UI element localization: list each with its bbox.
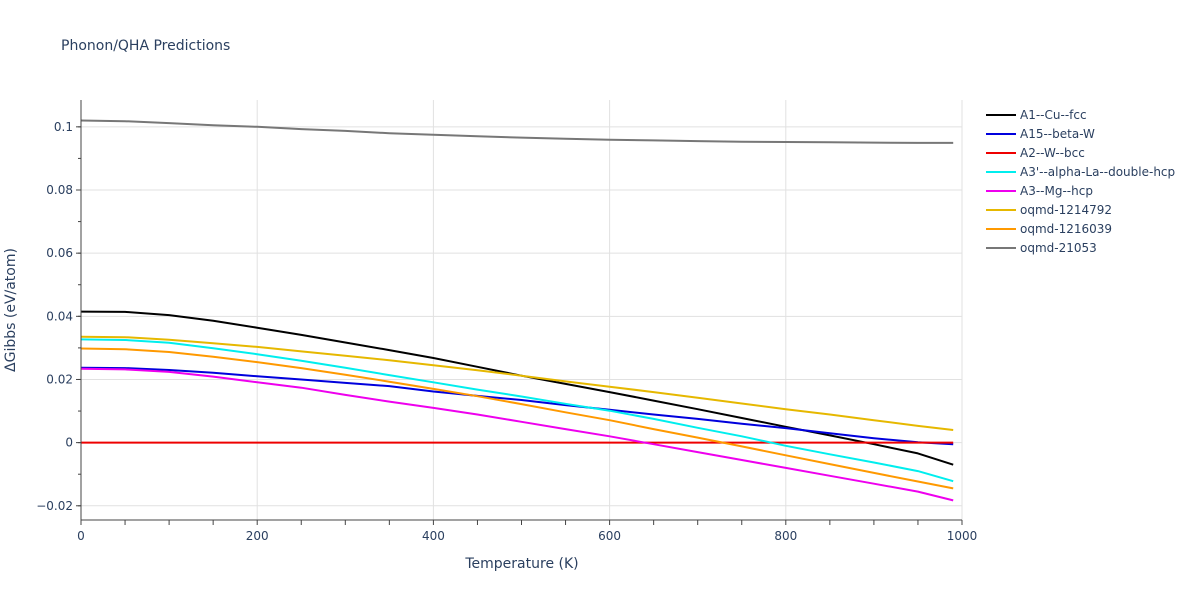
series-line-a15-beta-w [80, 366, 954, 446]
y-tick-label: −0.02 [36, 499, 73, 513]
x-tick-label: 200 [246, 529, 269, 543]
legend-item-oqmd-21053[interactable]: oqmd-21053 [986, 241, 1097, 255]
series-line-a3-mg-hcp [80, 367, 954, 502]
y-tick-label: 0.02 [46, 372, 73, 386]
x-tick-label: 600 [598, 529, 621, 543]
legend-item-oqmd-1214792[interactable]: oqmd-1214792 [986, 203, 1112, 217]
series-lines [80, 119, 954, 502]
legend-label: oqmd-1216039 [1020, 222, 1112, 236]
axes: 0 200 400 600 800 1000 −0.02 0 0.02 0.04 0.06 0.08 0… [36, 100, 977, 543]
legend-label: A3--Mg--hcp [1020, 184, 1093, 198]
series-line-oqmd-1216039 [80, 347, 954, 490]
x-tick-label: 0 [77, 529, 85, 543]
legend-item-a3-alpha-la-double-hcp[interactable]: A3'--alpha-La--double-hcp [986, 165, 1175, 179]
legend-label: A1--Cu--fcc [1020, 108, 1087, 122]
legend-item-a2-w-bcc[interactable]: A2--W--bcc [986, 146, 1085, 160]
chart-title: Phonon/QHA Predictions [61, 38, 230, 54]
legend-item-oqmd-1216039[interactable]: oqmd-1216039 [986, 222, 1112, 236]
x-tick-label: 800 [774, 529, 797, 543]
series-line-a3-alpha-la-double-hcp [80, 338, 954, 483]
x-axis-title: Temperature (K) [464, 556, 578, 572]
legend-label: A3'--alpha-La--double-hcp [1020, 165, 1175, 179]
legend-item-a1-cu-fcc[interactable]: A1--Cu--fcc [986, 108, 1087, 122]
series-line-oqmd-21053 [80, 119, 954, 144]
y-tick-label: 0 [65, 436, 73, 450]
y-axis-title: ΔGibbs (eV/atom) [3, 248, 19, 372]
x-tick-label: 400 [422, 529, 445, 543]
legend-label: oqmd-21053 [1020, 241, 1097, 255]
legend-label: A2--W--bcc [1020, 146, 1085, 160]
y-tick-label: 0.08 [46, 183, 73, 197]
legend-label: oqmd-1214792 [1020, 203, 1112, 217]
x-tick-label: 1000 [947, 529, 978, 543]
legend[interactable]: A1--Cu--fcc A15--beta-W A2--W--bcc A3'--alp… [986, 108, 1175, 255]
legend-item-a3-mg-hcp[interactable]: A3--Mg--hcp [986, 184, 1093, 198]
legend-item-a15-beta-w[interactable]: A15--beta-W [986, 127, 1095, 141]
y-tick-label: 0.1 [54, 120, 73, 134]
series-line-oqmd-1214792 [80, 335, 954, 431]
legend-label: A15--beta-W [1020, 127, 1095, 141]
y-tick-label: 0.04 [46, 309, 73, 323]
y-tick-label: 0.06 [46, 246, 73, 260]
